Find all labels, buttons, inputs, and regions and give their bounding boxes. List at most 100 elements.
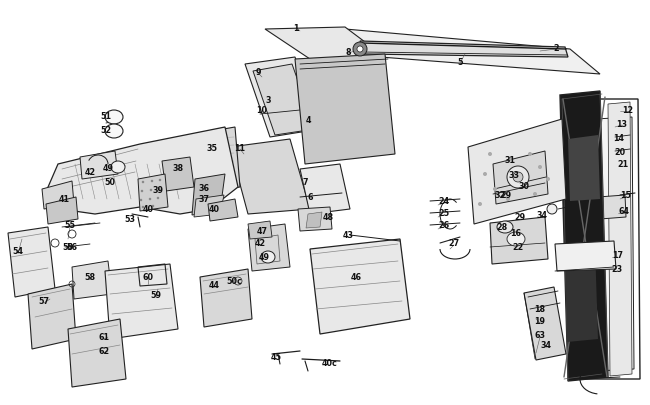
- Ellipse shape: [140, 199, 142, 202]
- Text: 54: 54: [12, 247, 23, 256]
- Polygon shape: [468, 120, 566, 224]
- Text: 4: 4: [306, 115, 311, 124]
- Text: 63: 63: [534, 331, 545, 340]
- Ellipse shape: [528, 153, 532, 157]
- Ellipse shape: [353, 43, 367, 57]
- Text: 25: 25: [439, 209, 450, 218]
- Polygon shape: [568, 136, 600, 202]
- Polygon shape: [230, 140, 310, 215]
- Text: 32: 32: [495, 191, 506, 200]
- Text: 30: 30: [519, 181, 530, 190]
- Polygon shape: [555, 241, 616, 271]
- Text: 51: 51: [101, 111, 112, 120]
- Text: 43: 43: [343, 231, 354, 240]
- Polygon shape: [310, 239, 410, 334]
- Text: 60: 60: [142, 273, 153, 282]
- Polygon shape: [298, 207, 332, 231]
- Ellipse shape: [157, 197, 159, 200]
- Ellipse shape: [547, 205, 557, 215]
- Polygon shape: [8, 228, 55, 297]
- Polygon shape: [265, 28, 385, 60]
- Ellipse shape: [149, 198, 151, 201]
- Polygon shape: [598, 196, 626, 220]
- Text: 8: 8: [345, 47, 351, 56]
- Text: 36: 36: [198, 183, 209, 192]
- Ellipse shape: [506, 198, 510, 202]
- Text: 17: 17: [612, 251, 623, 260]
- Text: 33: 33: [508, 170, 519, 179]
- Polygon shape: [28, 284, 76, 349]
- Ellipse shape: [488, 153, 492, 157]
- Text: 41: 41: [58, 195, 70, 204]
- Text: 3: 3: [265, 95, 271, 104]
- Polygon shape: [490, 217, 548, 264]
- Polygon shape: [248, 224, 290, 271]
- Text: 16: 16: [510, 229, 521, 238]
- Text: 61: 61: [99, 333, 109, 342]
- Ellipse shape: [151, 205, 154, 208]
- Ellipse shape: [105, 125, 123, 139]
- Ellipse shape: [478, 202, 482, 207]
- Text: 38: 38: [172, 163, 183, 172]
- Text: 12: 12: [623, 105, 634, 114]
- Ellipse shape: [142, 181, 144, 184]
- Ellipse shape: [159, 179, 161, 182]
- Ellipse shape: [150, 189, 152, 192]
- Text: 19: 19: [534, 317, 545, 326]
- Text: 40c: 40c: [322, 358, 338, 368]
- Ellipse shape: [546, 177, 550, 181]
- Text: 55: 55: [64, 221, 75, 230]
- Polygon shape: [200, 269, 252, 327]
- Text: 15: 15: [621, 191, 632, 200]
- Ellipse shape: [261, 252, 275, 263]
- Text: 59: 59: [151, 291, 161, 300]
- Text: 50: 50: [105, 177, 116, 186]
- Text: 45: 45: [270, 353, 281, 362]
- Polygon shape: [42, 181, 74, 209]
- Polygon shape: [360, 42, 568, 58]
- Text: 40: 40: [209, 205, 220, 214]
- Polygon shape: [72, 261, 112, 299]
- Text: 21: 21: [618, 159, 629, 168]
- Text: 46: 46: [350, 273, 361, 282]
- Polygon shape: [560, 92, 608, 381]
- Ellipse shape: [357, 47, 363, 53]
- Polygon shape: [493, 151, 548, 205]
- Text: 42: 42: [84, 167, 96, 176]
- Ellipse shape: [497, 222, 513, 233]
- Polygon shape: [565, 246, 598, 342]
- Text: 31: 31: [504, 155, 515, 164]
- Text: 23: 23: [612, 265, 623, 274]
- Ellipse shape: [513, 170, 517, 174]
- Polygon shape: [608, 103, 632, 376]
- Text: 57: 57: [38, 297, 49, 306]
- Text: 47: 47: [257, 227, 268, 236]
- Polygon shape: [105, 264, 178, 339]
- Text: 39: 39: [153, 185, 164, 194]
- Text: 13: 13: [616, 119, 627, 128]
- Ellipse shape: [508, 158, 512, 162]
- Ellipse shape: [513, 173, 523, 183]
- Text: 56: 56: [66, 243, 77, 252]
- Polygon shape: [68, 319, 126, 387]
- Text: 35: 35: [207, 143, 218, 152]
- Text: 29: 29: [514, 213, 526, 222]
- Text: 37: 37: [198, 195, 209, 204]
- Ellipse shape: [538, 166, 542, 170]
- Text: 11: 11: [235, 143, 246, 152]
- Text: 42: 42: [254, 239, 266, 248]
- Polygon shape: [192, 175, 225, 215]
- Polygon shape: [595, 118, 634, 371]
- Text: 29: 29: [500, 191, 512, 200]
- Text: 24: 24: [439, 197, 450, 206]
- Text: 48: 48: [322, 213, 333, 222]
- Text: 34: 34: [541, 341, 551, 350]
- Polygon shape: [195, 128, 240, 194]
- Polygon shape: [138, 175, 168, 211]
- Text: 2: 2: [553, 43, 559, 52]
- Text: 22: 22: [512, 243, 524, 252]
- Text: 20: 20: [614, 147, 625, 156]
- Text: 9: 9: [255, 67, 261, 76]
- Text: 26: 26: [439, 221, 450, 230]
- Ellipse shape: [533, 192, 537, 196]
